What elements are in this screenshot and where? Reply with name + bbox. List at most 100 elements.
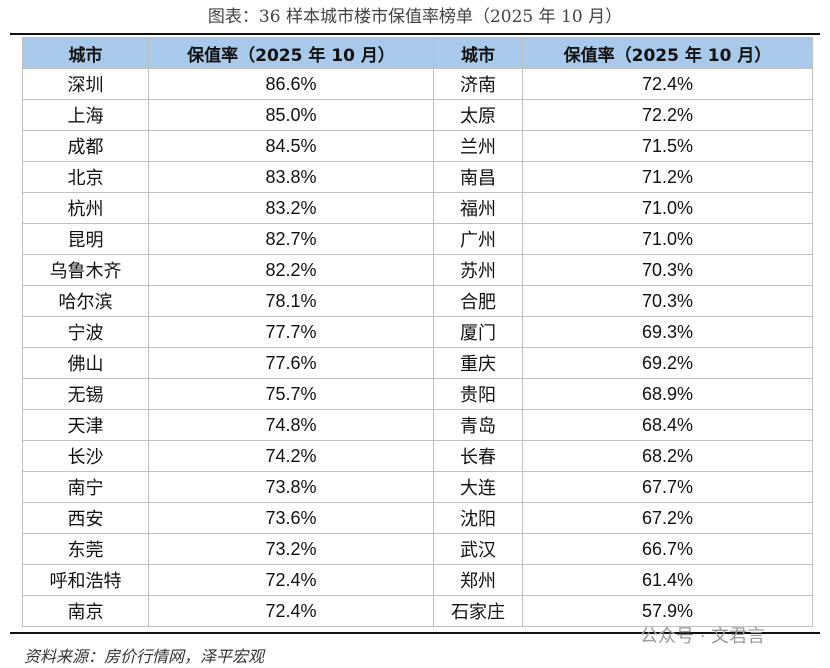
table-row: 南宁 73.8% 大连 67.7% [22,471,813,503]
value-cell: 70.3% [522,285,813,317]
city-cell: 长春 [433,440,523,472]
table-row: 杭州 83.2% 福州 71.0% [22,192,813,224]
city-cell: 上海 [22,99,149,131]
city-cell: 郑州 [433,564,523,596]
city-cell: 南宁 [22,471,149,503]
city-cell: 兰州 [433,130,523,162]
table-row: 长沙 74.2% 长春 68.2% [22,440,813,472]
top-rule [10,33,820,35]
value-cell: 73.8% [148,471,434,503]
table-row: 无锡 75.7% 贵阳 68.9% [22,378,813,410]
value-cell: 77.7% [148,316,434,348]
header-row: 城市 保值率（2025 年 10 月） 城市 保值率（2025 年 10 月） [22,37,813,69]
value-cell: 73.6% [148,502,434,534]
table-row: 呼和浩特 72.4% 郑州 61.4% [22,564,813,596]
value-cell: 67.2% [522,502,813,534]
value-cell: 82.2% [148,254,434,286]
value-cell: 84.5% [148,130,434,162]
bottom-rule [10,632,820,634]
value-cell: 67.7% [522,471,813,503]
city-cell: 哈尔滨 [22,285,149,317]
city-cell: 长沙 [22,440,149,472]
city-cell: 西安 [22,502,149,534]
table-row: 深圳 86.6% 济南 72.4% [22,68,813,100]
city-cell: 济南 [433,68,523,100]
table-row: 西安 73.6% 沈阳 67.2% [22,502,813,534]
city-cell: 广州 [433,223,523,255]
city-cell: 苏州 [433,254,523,286]
header-cell: 城市 [433,37,523,69]
city-cell: 无锡 [22,378,149,410]
value-cell: 72.4% [148,595,434,627]
city-cell: 厦门 [433,316,523,348]
city-cell: 佛山 [22,347,149,379]
city-cell: 贵阳 [433,378,523,410]
table-row: 东莞 73.2% 武汉 66.7% [22,533,813,565]
value-cell: 69.3% [522,316,813,348]
table-row: 乌鲁木齐 82.2% 苏州 70.3% [22,254,813,286]
city-cell: 昆明 [22,223,149,255]
value-cell: 70.3% [522,254,813,286]
value-cell: 71.0% [522,223,813,255]
title: 图表：36 样本城市楼市保值率榜单（2025 年 10 月） [207,7,623,27]
table-row: 天津 74.8% 青岛 68.4% [22,409,813,441]
value-cell: 78.1% [148,285,434,317]
value-cell: 77.6% [148,347,434,379]
value-cell: 74.2% [148,440,434,472]
header-cell: 保值率（2025 年 10 月） [522,37,813,69]
value-cell: 68.4% [522,409,813,441]
value-cell: 72.4% [522,68,813,100]
city-cell: 北京 [22,161,149,193]
table-row: 宁波 77.7% 厦门 69.3% [22,316,813,348]
city-cell: 深圳 [22,68,149,100]
table-row: 佛山 77.6% 重庆 69.2% [22,347,813,379]
table-row: 成都 84.5% 兰州 71.5% [22,130,813,162]
value-cell: 83.8% [148,161,434,193]
city-cell: 乌鲁木齐 [22,254,149,286]
city-cell: 太原 [433,99,523,131]
value-cell: 85.0% [148,99,434,131]
value-cell: 68.2% [522,440,813,472]
value-cell: 57.9% [522,595,813,627]
table-body: 深圳 86.6% 济南 72.4% 上海 85.0% 太原 72.2% 成都 84.5% 兰州 71.… [22,68,813,627]
value-cell: 71.5% [522,130,813,162]
city-cell: 呼和浩特 [22,564,149,596]
city-cell: 宁波 [22,316,149,348]
value-cell: 61.4% [522,564,813,596]
value-cell: 75.7% [148,378,434,410]
table: 城市 保值率（2025 年 10 月） 城市 保值率（2025 年 10 月） 深圳 8… [22,37,813,627]
value-cell: 86.6% [148,68,434,100]
value-cell: 66.7% [522,533,813,565]
value-cell: 72.4% [148,564,434,596]
source: 资料来源：房价行情网，泽平宏观 [24,647,265,666]
value-cell: 68.9% [522,378,813,410]
city-cell: 南昌 [433,161,523,193]
table-row: 哈尔滨 78.1% 合肥 70.3% [22,285,813,317]
city-cell: 南京 [22,595,149,627]
city-cell: 合肥 [433,285,523,317]
value-cell: 71.2% [522,161,813,193]
city-cell: 沈阳 [433,502,523,534]
city-cell: 福州 [433,192,523,224]
city-cell: 重庆 [433,347,523,379]
table-row: 北京 83.8% 南昌 71.2% [22,161,813,193]
city-cell: 青岛 [433,409,523,441]
header-cell: 城市 [22,37,149,69]
value-cell: 71.0% [522,192,813,224]
city-cell: 武汉 [433,533,523,565]
watermark: 公众号 · 文君言 [640,626,766,647]
value-cell: 73.2% [148,533,434,565]
city-cell: 天津 [22,409,149,441]
value-cell: 69.2% [522,347,813,379]
city-cell: 成都 [22,130,149,162]
city-cell: 杭州 [22,192,149,224]
value-cell: 83.2% [148,192,434,224]
value-cell: 72.2% [522,99,813,131]
table-row: 上海 85.0% 太原 72.2% [22,99,813,131]
table-row: 昆明 82.7% 广州 71.0% [22,223,813,255]
city-cell: 大连 [433,471,523,503]
value-cell: 82.7% [148,223,434,255]
city-cell: 东莞 [22,533,149,565]
header-cell: 保值率（2025 年 10 月） [148,37,434,69]
